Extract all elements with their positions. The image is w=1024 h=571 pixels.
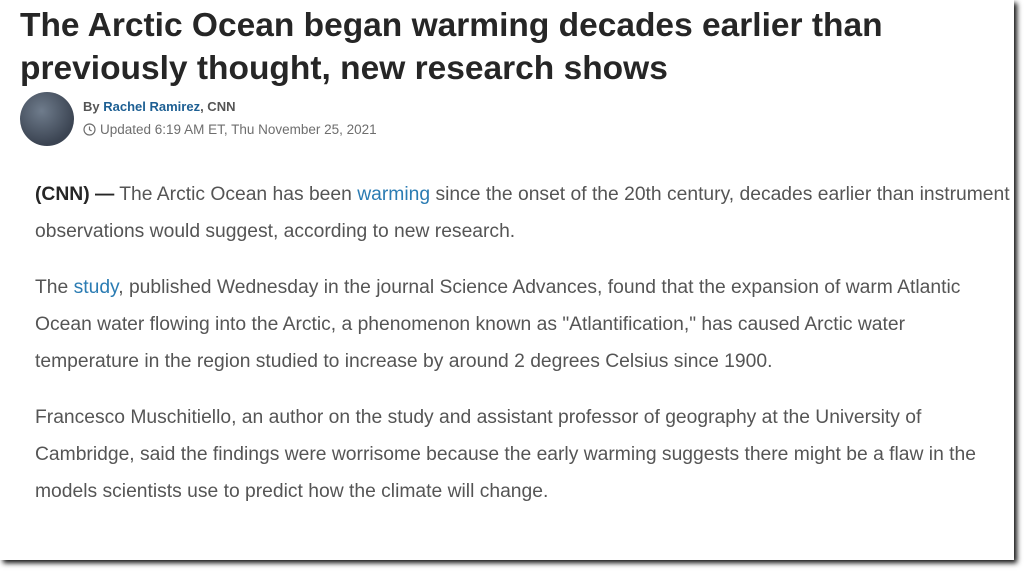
updated-text: Updated 6:19 AM ET, Thu November 25, 202… xyxy=(100,122,377,137)
byline: By Rachel Ramirez, CNN xyxy=(83,99,235,114)
text: since the onset of the 20th century, dec… xyxy=(35,184,1010,242)
text: The Arctic Ocean has been xyxy=(114,184,358,205)
paragraph: The study, published Wednesday in the jo… xyxy=(35,269,1010,380)
article: The Arctic Ocean began warming decades e… xyxy=(20,7,1010,529)
paragraph: (CNN) — The Arctic Ocean has been warmin… xyxy=(35,176,1010,250)
headline: The Arctic Ocean began warming decades e… xyxy=(20,7,883,87)
byline-prefix: By xyxy=(83,99,100,114)
clock-icon xyxy=(83,123,96,136)
timestamp: Updated 6:19 AM ET, Thu November 25, 202… xyxy=(83,122,377,137)
author-avatar[interactable] xyxy=(20,92,74,146)
byline-suffix: , CNN xyxy=(200,99,236,114)
inline-link[interactable]: warming xyxy=(357,184,431,205)
paragraph: Francesco Muschitiello, an author on the… xyxy=(35,399,1010,510)
dateline: (CNN) — xyxy=(35,184,115,205)
text: Francesco Muschitiello, an author on the… xyxy=(35,407,976,502)
article-body: (CNN) — The Arctic Ocean has been warmin… xyxy=(35,176,1010,529)
author-link[interactable]: Rachel Ramirez xyxy=(103,99,201,114)
inline-link[interactable]: study xyxy=(73,277,119,298)
text: The xyxy=(35,277,74,298)
text: , published Wednesday in the journal Sci… xyxy=(35,277,961,372)
